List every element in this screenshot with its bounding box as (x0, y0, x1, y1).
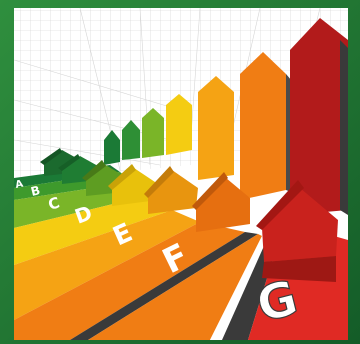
rating-letter-a: A (14, 179, 24, 191)
arrow-icon (198, 76, 234, 180)
band-e (14, 210, 200, 320)
rating-arrows (104, 18, 348, 215)
house-icon (256, 180, 338, 282)
white-stripe (210, 236, 268, 340)
arrow-icon (122, 120, 140, 160)
arrow-icon (290, 18, 348, 215)
dark-stripe-1 (70, 232, 258, 340)
house-icon (144, 166, 198, 214)
band-d (14, 195, 172, 265)
band-f (14, 222, 245, 340)
arrow-icon (240, 52, 286, 200)
rating-floor (14, 165, 348, 340)
rating-letter-b: B (29, 183, 41, 199)
rating-letter-d: D (72, 200, 96, 228)
arrow-icon (104, 130, 120, 165)
arrow-shadow (340, 40, 348, 215)
arrow-icon (166, 94, 192, 155)
house-icon (192, 172, 250, 232)
rating-letters: A B C D E F G (14, 179, 303, 335)
arrow-icon (142, 108, 164, 158)
rating-letter-c: C (46, 194, 62, 214)
houses (40, 148, 338, 282)
band-f-right (88, 234, 262, 340)
